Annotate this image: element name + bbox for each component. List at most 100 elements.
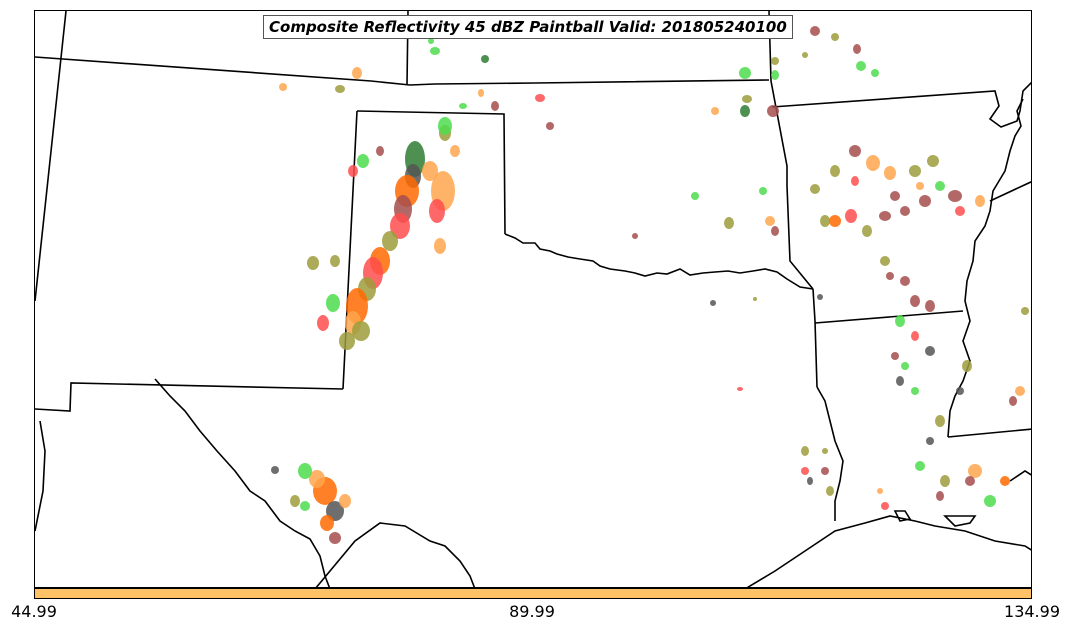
storm-cell [916,182,924,190]
map-frame [34,10,1032,588]
storm-cell [968,464,982,478]
storm-cell [962,360,972,372]
storm-cell [821,467,829,475]
storm-cell [753,297,757,301]
rio-grande [154,378,331,587]
storm-cell [936,491,944,501]
texas-coast [315,522,476,587]
storm-cell [352,67,362,79]
storm-cell [298,463,312,479]
mississippi-river [947,98,1024,438]
left-edge-mountains [35,420,46,532]
storm-cell [895,315,905,327]
storm-cell [896,376,904,386]
storm-cell [822,448,828,454]
storm-cell [881,502,889,510]
storm-cell [691,192,699,200]
storm-cell [975,195,985,207]
storm-cell [339,494,351,508]
storm-cell [1021,307,1029,315]
storm-cell [935,181,945,191]
gulf-coast-east [746,515,1031,587]
storm-cell [915,461,925,471]
storm-cell [348,165,358,177]
storm-cell [871,69,879,77]
storm-cell [817,294,823,300]
storm-cell [845,209,857,223]
storm-cell [927,155,939,167]
storm-cell [352,321,370,341]
storm-cell [376,146,384,156]
colorbar-tick-min: 44.99 [11,602,57,621]
sabine-river [816,386,844,521]
storm-cell [856,61,866,71]
storm-cell [438,117,452,135]
storm-cell [459,103,467,109]
storm-cell [535,94,545,102]
storm-cell [632,233,638,239]
storm-cell [711,107,719,115]
storm-cell [880,256,890,266]
storm-cell [335,85,345,93]
mississippi-border [947,428,1031,438]
storm-cell [279,83,287,91]
storm-cell [434,238,446,254]
storm-cell [801,446,809,456]
storm-cell [940,475,950,487]
storm-cell [765,216,775,226]
storm-cell [326,294,340,312]
lake-pontchartrain [1009,470,1031,482]
utah-colorado-border [35,11,67,302]
storm-cell [826,486,834,496]
storm-cell [422,161,438,181]
colorado-border [35,56,770,86]
storm-cell [481,55,489,63]
storm-cell [810,184,820,194]
storm-cell [807,477,813,485]
storm-cell [1000,476,1010,486]
louisiana-coast-islands [893,510,977,527]
storm-cell [829,215,841,227]
storm-cell [802,52,808,58]
storm-cells [271,26,1029,544]
arkansas-louisiana-border [814,310,964,324]
storm-cell [429,199,445,223]
storm-cell [919,195,931,207]
storm-cell [984,495,996,507]
storm-cell [820,215,830,227]
storm-cell [771,226,779,236]
colorbar-tick-max: 134.99 [1004,602,1060,621]
storm-cell [866,155,880,171]
storm-cell [382,231,398,251]
storm-cell [546,122,554,130]
storm-cell [330,255,340,267]
storm-cell [956,387,964,395]
storm-cell [801,467,809,475]
storm-cell [911,387,919,395]
storm-cell [739,67,751,79]
storm-cell [767,105,779,117]
storm-cell [965,476,975,486]
storm-cell [849,145,861,157]
storm-cell [290,495,300,507]
storm-cell [926,437,934,445]
missouri-border [771,81,1031,128]
storm-cell [851,176,859,186]
storm-cell [742,95,752,103]
map-canvas [35,11,1031,587]
storm-cell [428,38,434,44]
storm-cell [339,332,355,350]
storm-cell [891,352,899,360]
storm-cell [740,105,750,117]
storm-cell [450,145,460,157]
storm-cell [890,191,900,201]
storm-cell [317,315,329,331]
red-river [504,233,814,290]
storm-cell [430,47,440,55]
storm-cell [911,331,919,341]
storm-cell [862,225,872,237]
storm-cell [900,206,910,216]
storm-cell [877,488,883,494]
storm-cell [909,165,921,177]
storm-cell [307,256,319,270]
